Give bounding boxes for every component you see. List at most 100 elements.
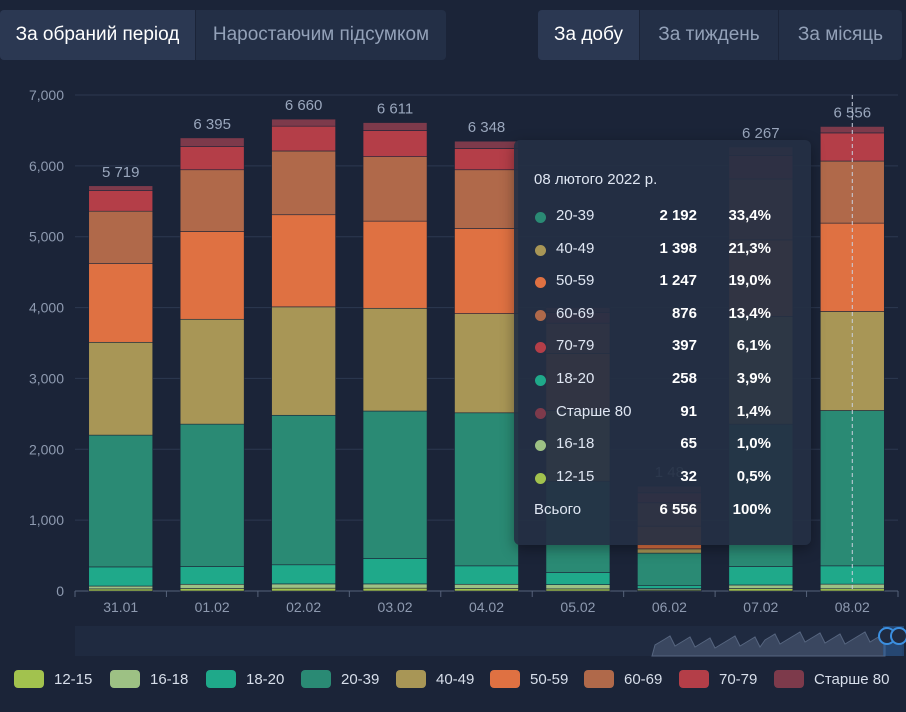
y-tick-label: 7,000 — [29, 87, 64, 103]
legend-label: 16-18 — [150, 670, 189, 688]
chart-tooltip: 08 лютого 2022 р. 20-39 2 192 33,4% 40-49 1 … — [514, 140, 811, 545]
bar-segment — [179, 583, 245, 589]
bar-segment — [362, 558, 428, 585]
bar-segment — [454, 228, 519, 314]
tooltip-series-name: 70-79 — [556, 337, 595, 355]
legend-label: 70-79 — [719, 670, 758, 688]
series-dot — [535, 212, 546, 223]
bar-segment — [88, 210, 154, 264]
legend-item[interactable]: 60-69 — [584, 666, 662, 692]
series-dot — [535, 309, 546, 321]
bar-segment — [454, 565, 519, 585]
tooltip-series-pct: 3,9% — [736, 370, 771, 387]
tooltip-row: Старше 80 91 1,4% — [514, 403, 811, 423]
legend-swatch — [206, 670, 236, 688]
legend-item[interactable]: 50-59 — [490, 666, 568, 692]
series-dot — [535, 277, 546, 289]
tooltip-series-count: 65 — [680, 435, 697, 453]
legend-item[interactable]: Старше 80 — [774, 666, 889, 692]
tooltip-series-name: Старше 80 — [556, 402, 632, 420]
tooltip-date: 08 лютого 2022 р. — [534, 171, 658, 188]
bar-segment — [271, 564, 336, 585]
bar-segment — [454, 583, 519, 589]
legend-label: 12-15 — [54, 670, 93, 688]
navigator-handle[interactable] — [890, 627, 906, 645]
bar-segment — [637, 552, 702, 586]
tooltip-series-count: 876 — [671, 304, 697, 322]
tooltip-row: 60-69 876 13,4% — [514, 305, 811, 325]
tab-per-day[interactable]: За добу — [538, 10, 640, 60]
bar-segment — [88, 190, 154, 212]
series-dot — [535, 244, 546, 256]
bar-segment — [88, 341, 154, 436]
y-tick-label: 0 — [56, 583, 64, 599]
x-tick-label: 02.02 — [286, 599, 321, 615]
bar-segment — [179, 423, 245, 567]
bar-segment — [362, 220, 428, 309]
tooltip-row: 70-79 397 6,1% — [514, 337, 811, 357]
x-tick-label: 04.02 — [469, 599, 504, 615]
legend-item[interactable]: 16-18 — [110, 666, 188, 692]
tooltip-row: 50-59 1 247 19,0% — [514, 272, 811, 292]
bar-segment — [362, 156, 428, 222]
tooltip-series-pct: 33,4% — [728, 207, 771, 224]
tooltip-series-pct: 6,1% — [736, 337, 771, 355]
legend-item[interactable]: 70-79 — [679, 666, 757, 692]
x-tick-label: 03.02 — [378, 599, 413, 615]
tooltip-row: 20-39 2 192 33,4% — [514, 207, 811, 227]
bar-segment — [271, 118, 336, 127]
series-dot — [535, 472, 546, 484]
tooltip-series-name: 18-20 — [556, 370, 595, 387]
tab-selected-period[interactable]: За обраний період — [0, 10, 196, 60]
tooltip-series-name: 12-15 — [556, 467, 595, 485]
tab-per-month[interactable]: За місяць — [797, 24, 884, 45]
legend-label: 50-59 — [530, 670, 569, 688]
bar-segment — [362, 410, 428, 559]
bar-segment — [728, 588, 794, 592]
tooltip-series-name: 50-59 — [556, 272, 595, 290]
bar-segment — [179, 169, 245, 232]
bar-segment — [271, 306, 336, 416]
legend-item[interactable]: 12-15 — [14, 666, 92, 692]
legend-label: 20-39 — [341, 670, 380, 688]
y-tick-label: 2,000 — [29, 441, 64, 457]
tooltip-series-count: 32 — [680, 467, 697, 485]
tooltip-series-count: 91 — [680, 402, 697, 420]
x-tick-label: 01.02 — [195, 599, 230, 615]
legend-swatch — [396, 670, 426, 688]
tooltip-row: 40-49 1 398 21,3% — [514, 240, 811, 260]
x-tick-label: 07.02 — [743, 599, 778, 615]
tooltip-series-pct: 19,0% — [728, 272, 771, 290]
chart-legend: 12-15 16-18 18-20 20-39 40-49 50-59 60-69 70-79… — [14, 666, 894, 692]
bar-segment — [454, 313, 519, 414]
bar-segment — [545, 588, 611, 592]
legend-item[interactable]: 40-49 — [396, 666, 474, 692]
series-dot — [535, 440, 546, 452]
bar-segment — [271, 150, 336, 216]
bar-segment — [545, 572, 611, 585]
bar-segment — [271, 587, 336, 592]
tooltip-series-count: 1 398 — [659, 239, 697, 257]
legend-label: 60-69 — [624, 670, 663, 688]
legend-swatch — [14, 670, 44, 688]
tooltip-total-label: Всього — [534, 501, 582, 518]
legend-item[interactable]: 20-39 — [301, 666, 379, 692]
bar-segment — [819, 588, 885, 592]
bar-segment — [545, 584, 611, 590]
tab-per-week[interactable]: За тиждень — [640, 10, 779, 60]
bar-segment — [88, 588, 154, 592]
tooltip-series-name: 40-49 — [556, 239, 595, 257]
bar-segment — [88, 185, 154, 191]
tab-cumulative[interactable]: Наростаючим підсумком — [212, 24, 430, 45]
y-tick-label: 4,000 — [29, 300, 64, 316]
bar-segment — [88, 585, 154, 590]
legend-swatch — [490, 670, 520, 688]
legend-item[interactable]: 18-20 — [206, 666, 284, 692]
bar-total-label: 6 348 — [468, 119, 506, 136]
legend-swatch — [584, 670, 614, 688]
tooltip-series-count: 2 192 — [659, 207, 697, 224]
bar-segment — [454, 412, 519, 567]
legend-label: 18-20 — [246, 670, 285, 688]
bar-segment — [179, 137, 245, 147]
bar-total-label: 5 719 — [102, 164, 140, 181]
